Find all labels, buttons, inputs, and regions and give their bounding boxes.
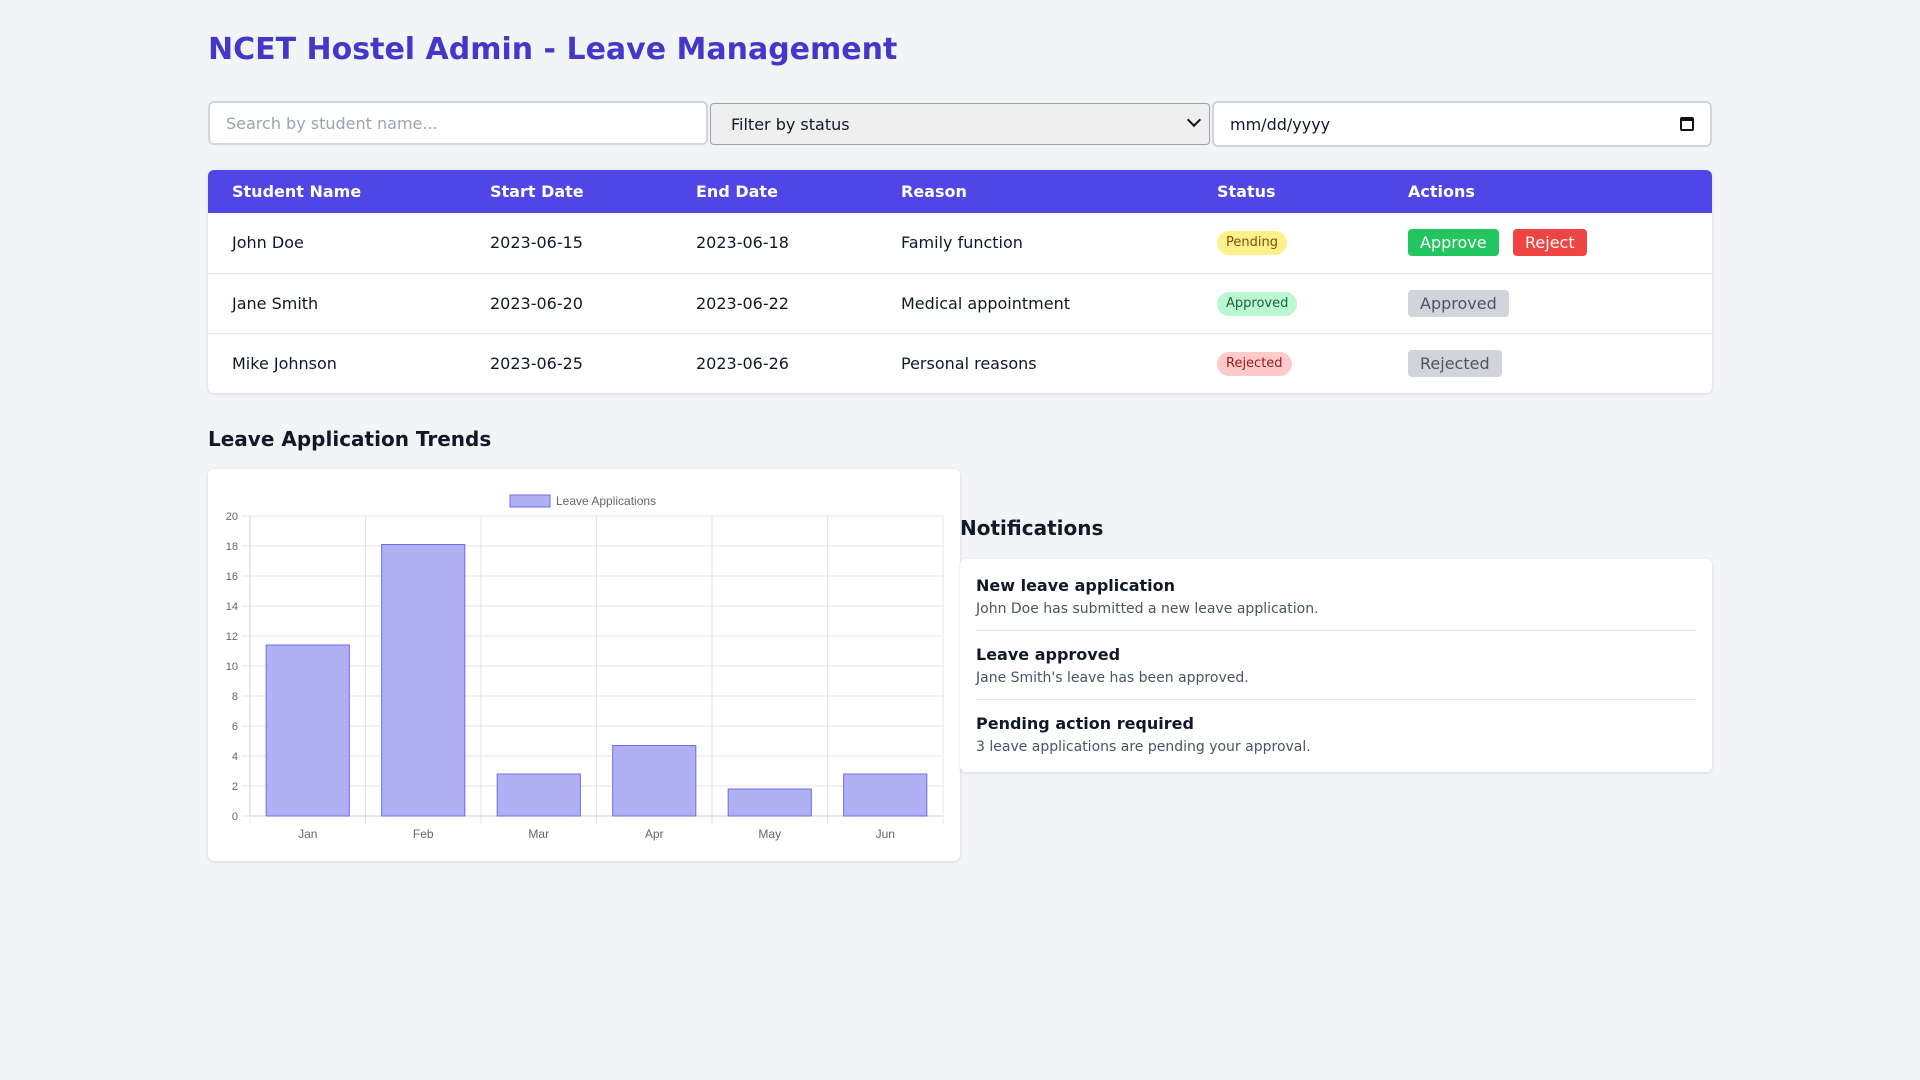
bar: [381, 544, 466, 817]
y-tick-label: 18: [226, 541, 238, 553]
rejected-disabled-button: Rejected: [1408, 350, 1502, 377]
x-tick-label: Apr: [645, 827, 664, 841]
student-name: Mike Johnson: [232, 354, 337, 373]
y-tick-label: 2: [232, 781, 238, 793]
y-tick-label: 6: [232, 721, 238, 733]
status-filter-value: Filter by status: [731, 114, 850, 134]
start-date: 2023-06-20: [490, 294, 583, 313]
divider: [976, 699, 1696, 700]
start-date: 2023-06-25: [490, 354, 583, 373]
notification-title: Pending action required: [976, 714, 1194, 733]
notification-title: Leave approved: [976, 645, 1121, 664]
notification-item: Pending action required 3 leave applicat…: [976, 697, 1696, 766]
notification-message: 3 leave applications are pending your ap…: [976, 739, 1311, 755]
table-row: John Doe 2023-06-15 2023-06-18 Family fu…: [208, 213, 1712, 273]
y-tick-label: 20: [226, 511, 238, 523]
notifications-title: Notifications: [960, 516, 1104, 540]
x-tick-label: Jun: [876, 827, 895, 841]
notification-item: Leave approved Jane Smith's leave has be…: [976, 628, 1696, 697]
column-header-reason: Reason: [901, 182, 967, 201]
status-badge: Rejected: [1217, 352, 1292, 376]
status-badge: Pending: [1217, 231, 1287, 255]
x-tick-label: Feb: [413, 827, 434, 841]
end-date: 2023-06-22: [696, 294, 789, 313]
page-title: NCET Hostel Admin - Leave Management: [208, 32, 898, 67]
column-header-student-name: Student Name: [232, 182, 362, 201]
column-header-actions: Actions: [1408, 182, 1475, 201]
legend-swatch: [509, 494, 551, 508]
notification-title: New leave application: [976, 576, 1176, 595]
end-date: 2023-06-26: [696, 354, 789, 373]
reason: Medical appointment: [901, 294, 1070, 313]
x-tick-label: Mar: [528, 827, 549, 841]
column-header-end-date: End Date: [696, 182, 778, 201]
date-filter-input[interactable]: mm/dd/yyyy: [1212, 101, 1712, 147]
column-header-status: Status: [1217, 182, 1276, 201]
search-input[interactable]: [208, 101, 708, 145]
calendar-icon[interactable]: [1680, 117, 1694, 131]
reason: Family function: [901, 233, 1023, 252]
start-date: 2023-06-15: [490, 233, 583, 252]
y-tick-label: 16: [226, 571, 238, 583]
y-tick-label: 12: [226, 631, 238, 643]
y-tick-label: 4: [232, 751, 238, 763]
status-filter-select[interactable]: Filter by status: [710, 103, 1210, 145]
divider: [976, 630, 1696, 631]
y-tick-label: 0: [232, 811, 238, 823]
table-row: Mike Johnson 2023-06-25 2023-06-26 Perso…: [208, 333, 1712, 393]
leave-trends-chart-card: 0 2 4 6 8 10 12 14 16 18 20 Jan Feb Mar Apr May Jun Leave…: [208, 469, 960, 861]
y-tick-label: 10: [226, 661, 238, 673]
leave-trends-chart: 0 2 4 6 8 10 12 14 16 18 20 Jan Feb Mar Apr May Jun Leave…: [226, 494, 944, 841]
legend-label: Leave Applications: [556, 494, 656, 508]
approve-button[interactable]: Approve: [1408, 229, 1499, 256]
x-tick-label: Jan: [298, 827, 317, 841]
status-badge: Approved: [1217, 292, 1298, 316]
y-tick-label: 14: [226, 601, 238, 613]
notification-message: Jane Smith's leave has been approved.: [976, 670, 1249, 686]
bar: [727, 788, 812, 817]
filter-bar: Filter by status mm/dd/yyyy: [208, 101, 1712, 147]
end-date: 2023-06-18: [696, 233, 789, 252]
reason: Personal reasons: [901, 354, 1037, 373]
chevron-down-icon: [1186, 112, 1202, 128]
notification-item: New leave application John Doe has submi…: [976, 559, 1696, 628]
student-name: John Doe: [232, 233, 304, 252]
leave-table: Student Name Start Date End Date Reason …: [208, 170, 1712, 393]
bar: [612, 745, 697, 817]
notification-message: John Doe has submitted a new leave appli…: [976, 601, 1319, 617]
approved-disabled-button: Approved: [1408, 290, 1509, 317]
student-name: Jane Smith: [232, 294, 319, 313]
x-tick-label: May: [758, 827, 781, 841]
table-header: Student Name Start Date End Date Reason …: [208, 170, 1712, 213]
date-filter-placeholder: mm/dd/yyyy: [1230, 114, 1331, 134]
bar: [496, 773, 581, 817]
notifications-panel: New leave application John Doe has submi…: [960, 559, 1712, 772]
column-header-start-date: Start Date: [490, 182, 584, 201]
bar: [843, 773, 928, 817]
trends-title: Leave Application Trends: [208, 427, 492, 451]
y-tick-label: 8: [232, 691, 238, 703]
table-row: Jane Smith 2023-06-20 2023-06-22 Medical…: [208, 273, 1712, 333]
bar: [265, 644, 350, 817]
reject-button[interactable]: Reject: [1513, 229, 1587, 256]
